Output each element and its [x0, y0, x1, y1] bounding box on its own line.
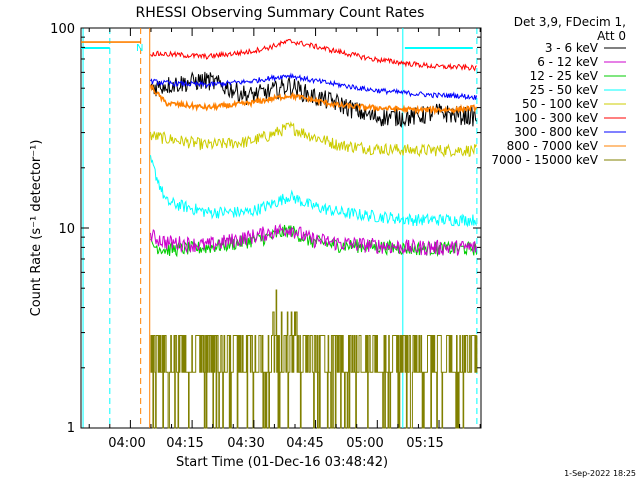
series-line — [150, 121, 477, 158]
series-line — [150, 155, 477, 228]
y-axis-label: Count Rate (s⁻¹ detector⁻¹) — [29, 140, 44, 317]
series-line — [150, 223, 477, 257]
series-line — [150, 72, 477, 101]
series-line — [150, 38, 477, 72]
series-line — [150, 71, 477, 128]
y-tick-labels: 1 10 100 — [50, 22, 75, 436]
legend-label: 50 - 100 keV — [522, 97, 599, 111]
x-axis-label: Start Time (01-Dec-16 03:48:42) — [176, 455, 388, 470]
footer-timestamp: 1-Sep-2022 18:25 — [564, 469, 636, 478]
legend-header-line: Att 0 — [597, 29, 626, 43]
plot-area: N — [81, 27, 482, 429]
x-tick-label: 05:00 — [346, 436, 383, 451]
legend-label: 12 - 25 keV — [530, 69, 599, 83]
legend-header-line: Det 3,9, FDecim 1, — [514, 15, 626, 29]
series-layer — [81, 38, 478, 428]
x-tick-label: 05:15 — [406, 436, 443, 451]
x-tick-label: 04:45 — [286, 436, 323, 451]
x-tick-labels: 04:00 04:15 04:30 04:45 05:00 05:15 — [108, 436, 443, 451]
legend-label: 300 - 800 keV — [514, 125, 598, 139]
series-line — [81, 41, 478, 116]
legend-label: 6 - 12 keV — [537, 55, 599, 69]
flag-label: N — [136, 43, 143, 54]
x-tick-label: 04:15 — [166, 436, 203, 451]
y-tick-label: 1 — [67, 421, 75, 436]
legend-label: 800 - 7000 keV — [507, 139, 599, 153]
legend-label: 100 - 300 keV — [514, 111, 598, 125]
x-tick-label: 04:00 — [108, 436, 145, 451]
axis-ticks — [81, 27, 481, 429]
legend-label: 7000 - 15000 keV — [491, 153, 598, 167]
legend-label: 25 - 50 keV — [530, 83, 599, 97]
legend-label: 3 - 6 keV — [545, 41, 599, 55]
y-tick-label: 10 — [58, 222, 75, 237]
x-tick-label: 04:30 — [227, 436, 264, 451]
y-tick-label: 100 — [50, 22, 75, 37]
chart-title: RHESSI Observing Summary Count Rates — [136, 5, 425, 21]
